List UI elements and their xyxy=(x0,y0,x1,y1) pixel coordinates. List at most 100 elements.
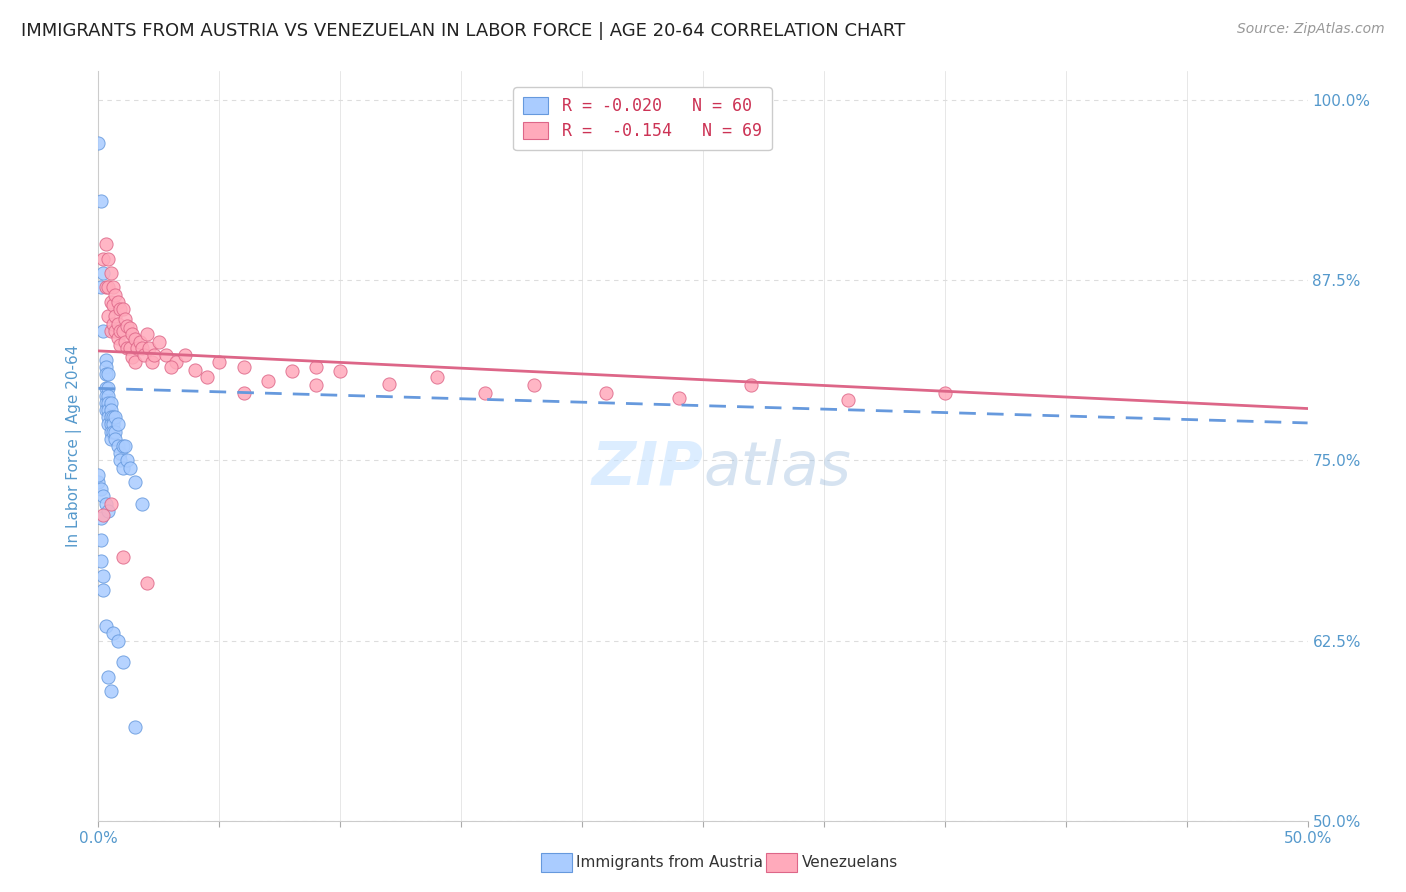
Point xyxy=(94,396,117,410)
Point xyxy=(108,324,131,338)
Legend: R = -0.020   N = 60, R =  -0.154   N = 69: R = -0.020 N = 60, R = -0.154 N = 69 xyxy=(513,87,772,150)
Point xyxy=(104,432,127,446)
Point xyxy=(114,335,136,350)
Point xyxy=(100,324,122,338)
Point xyxy=(111,549,134,564)
Point xyxy=(100,417,122,432)
Point xyxy=(305,378,328,392)
Point xyxy=(474,385,496,400)
Point xyxy=(426,369,449,384)
Point xyxy=(117,319,139,334)
Point xyxy=(91,252,114,266)
Point xyxy=(104,410,127,425)
Point xyxy=(90,511,112,525)
Point xyxy=(94,381,117,395)
Point xyxy=(329,364,352,378)
Point xyxy=(155,348,177,362)
Point xyxy=(90,554,112,568)
Text: ZIP: ZIP xyxy=(591,439,703,498)
Point xyxy=(108,302,131,317)
Point xyxy=(135,575,157,590)
Point xyxy=(91,583,114,598)
Point xyxy=(90,194,112,208)
Point xyxy=(97,504,120,518)
Point xyxy=(107,331,129,345)
Point xyxy=(100,410,122,425)
Point xyxy=(111,460,134,475)
Point xyxy=(107,294,129,309)
Point xyxy=(111,324,134,338)
Text: Venezuelans: Venezuelans xyxy=(801,855,897,870)
Point xyxy=(121,326,143,341)
Point xyxy=(111,439,134,453)
Point xyxy=(100,294,122,309)
Point xyxy=(148,335,170,350)
Point xyxy=(160,359,183,374)
Point xyxy=(104,310,127,324)
Point xyxy=(121,350,143,364)
Point xyxy=(134,348,156,362)
Point xyxy=(94,388,117,402)
Point xyxy=(100,432,122,446)
Point xyxy=(124,332,146,346)
Point xyxy=(94,352,117,367)
Point xyxy=(100,497,122,511)
Point xyxy=(184,362,207,376)
Point xyxy=(111,302,134,317)
Point xyxy=(101,298,124,312)
Point xyxy=(668,392,690,406)
Point xyxy=(97,669,120,683)
Point xyxy=(97,410,120,425)
Point xyxy=(124,720,146,734)
Point xyxy=(91,568,114,582)
Point xyxy=(94,359,117,374)
Point xyxy=(97,417,120,432)
Point xyxy=(101,410,124,425)
Point xyxy=(305,359,328,374)
Point xyxy=(523,378,546,392)
Y-axis label: In Labor Force | Age 20-64: In Labor Force | Age 20-64 xyxy=(66,345,83,547)
Point xyxy=(143,348,166,362)
Point xyxy=(107,633,129,648)
Text: atlas: atlas xyxy=(703,439,851,498)
Point xyxy=(97,381,120,395)
Point xyxy=(100,403,122,417)
Point xyxy=(87,475,110,489)
Point xyxy=(91,266,114,280)
Point xyxy=(101,280,124,294)
Point xyxy=(90,533,112,547)
Point xyxy=(127,341,149,355)
Point xyxy=(114,439,136,453)
Point xyxy=(118,341,141,355)
Point xyxy=(94,619,117,633)
Text: Source: ZipAtlas.com: Source: ZipAtlas.com xyxy=(1237,22,1385,37)
Point xyxy=(91,324,114,338)
Point xyxy=(138,341,160,355)
Point xyxy=(131,341,153,355)
Point xyxy=(232,359,254,374)
Point xyxy=(107,417,129,432)
Point xyxy=(94,280,117,294)
Point xyxy=(111,655,134,669)
Point xyxy=(91,490,114,504)
Point xyxy=(97,367,120,381)
Point xyxy=(174,348,197,362)
Point xyxy=(94,237,117,252)
Point xyxy=(118,321,141,335)
Text: Immigrants from Austria: Immigrants from Austria xyxy=(576,855,763,870)
Point xyxy=(104,425,127,439)
Point xyxy=(135,326,157,341)
Point xyxy=(256,374,278,388)
Point xyxy=(101,425,124,439)
Point xyxy=(97,388,120,402)
Point xyxy=(195,369,218,384)
Point xyxy=(117,453,139,467)
Point xyxy=(108,446,131,460)
Point xyxy=(124,475,146,489)
Point xyxy=(232,385,254,400)
Point xyxy=(104,287,127,301)
Point xyxy=(208,355,231,369)
Point xyxy=(377,377,399,392)
Point xyxy=(281,364,304,378)
Text: IMMIGRANTS FROM AUSTRIA VS VENEZUELAN IN LABOR FORCE | AGE 20-64 CORRELATION CHA: IMMIGRANTS FROM AUSTRIA VS VENEZUELAN IN… xyxy=(21,22,905,40)
